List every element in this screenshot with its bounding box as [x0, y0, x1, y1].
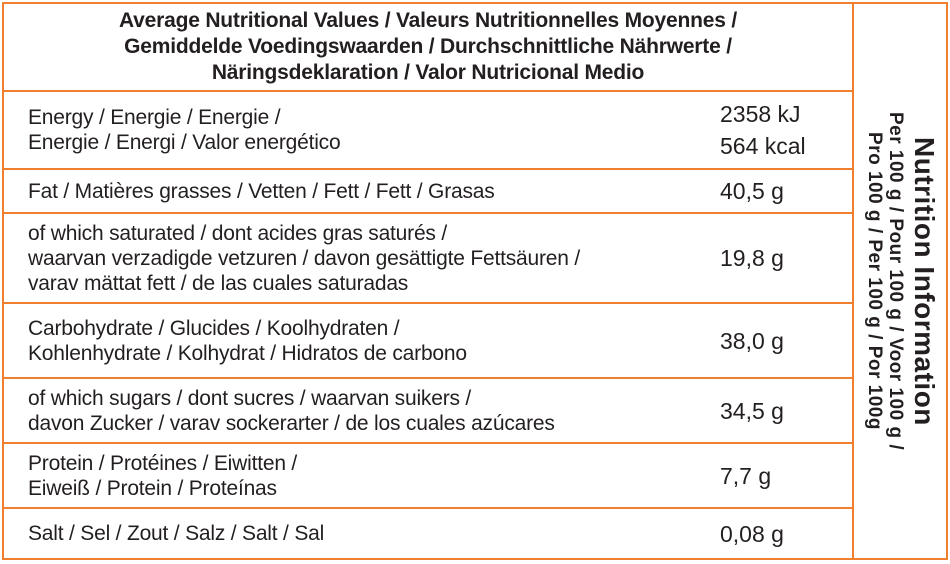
row-value-salt: 0,08 g [720, 520, 784, 547]
table-header: Average Nutritional Values / Valeurs Nut… [4, 4, 852, 90]
row-value-fat: 40,5 g [720, 178, 784, 204]
row-value-carbohydrate: 38,0 g [720, 327, 784, 354]
table-row-fat: Fat / Matières grasses / Vetten / Fett /… [4, 168, 852, 212]
row-label-protein: Protein / Protéines / Eiwitten / Eiweiß … [28, 451, 298, 500]
header-line-1: Average Nutritional Values / Valeurs Nut… [119, 9, 737, 32]
header-line-3: Näringsdeklaration / Valor Nutricional M… [211, 61, 645, 84]
table-row-energy: Energy / Energie / Energie / Energie / E… [4, 90, 852, 168]
row-label-carbohydrate: Carbohydrate / Glucides / Koolhydraten /… [28, 316, 467, 365]
table-row-carbohydrate: Carbohydrate / Glucides / Koolhydraten /… [4, 302, 852, 377]
row-label-salt: Salt / Sel / Zout / Salz / Salt / Sal [28, 522, 325, 545]
row-value-saturated-fat: 19,8 g [720, 245, 784, 271]
table-row-sugars: of which sugars / dont sucres / waarvan … [4, 377, 852, 442]
table-row-salt: Salt / Sel / Zout / Salz / Salt / Sal 0,… [4, 507, 852, 558]
row-value-sugars: 34,5 g [720, 397, 784, 424]
row-label-sugars: of which sugars / dont sucres / waarvan … [28, 386, 555, 435]
row-value-protein: 7,7 g [720, 462, 772, 489]
sidebar-title: Nutrition Information [909, 136, 940, 426]
sidebar-per-100g: Nutrition Information Per 100 g / Pour 1… [852, 4, 946, 558]
row-value-energy: 2358 kJ 564 kcal [720, 101, 806, 159]
row-label-fat: Fat / Matières grasses / Vetten / Fett /… [28, 179, 495, 203]
header-line-2: Gemiddelde Voedingswaarden / Durchschnit… [124, 35, 732, 58]
nutrition-table: Average Nutritional Values / Valeurs Nut… [4, 4, 852, 558]
row-label-saturated-fat: of which saturated / dont acides gras sa… [28, 221, 581, 295]
table-row-protein: Protein / Protéines / Eiwitten / Eiweiß … [4, 442, 852, 507]
table-row-saturated-fat: of which saturated / dont acides gras sa… [4, 212, 852, 302]
sidebar-per-lines: Per 100 g / Pour 100 g / Voor 100 g / Pr… [864, 111, 906, 451]
row-label-energy: Energy / Energie / Energie / Energie / E… [28, 106, 341, 154]
